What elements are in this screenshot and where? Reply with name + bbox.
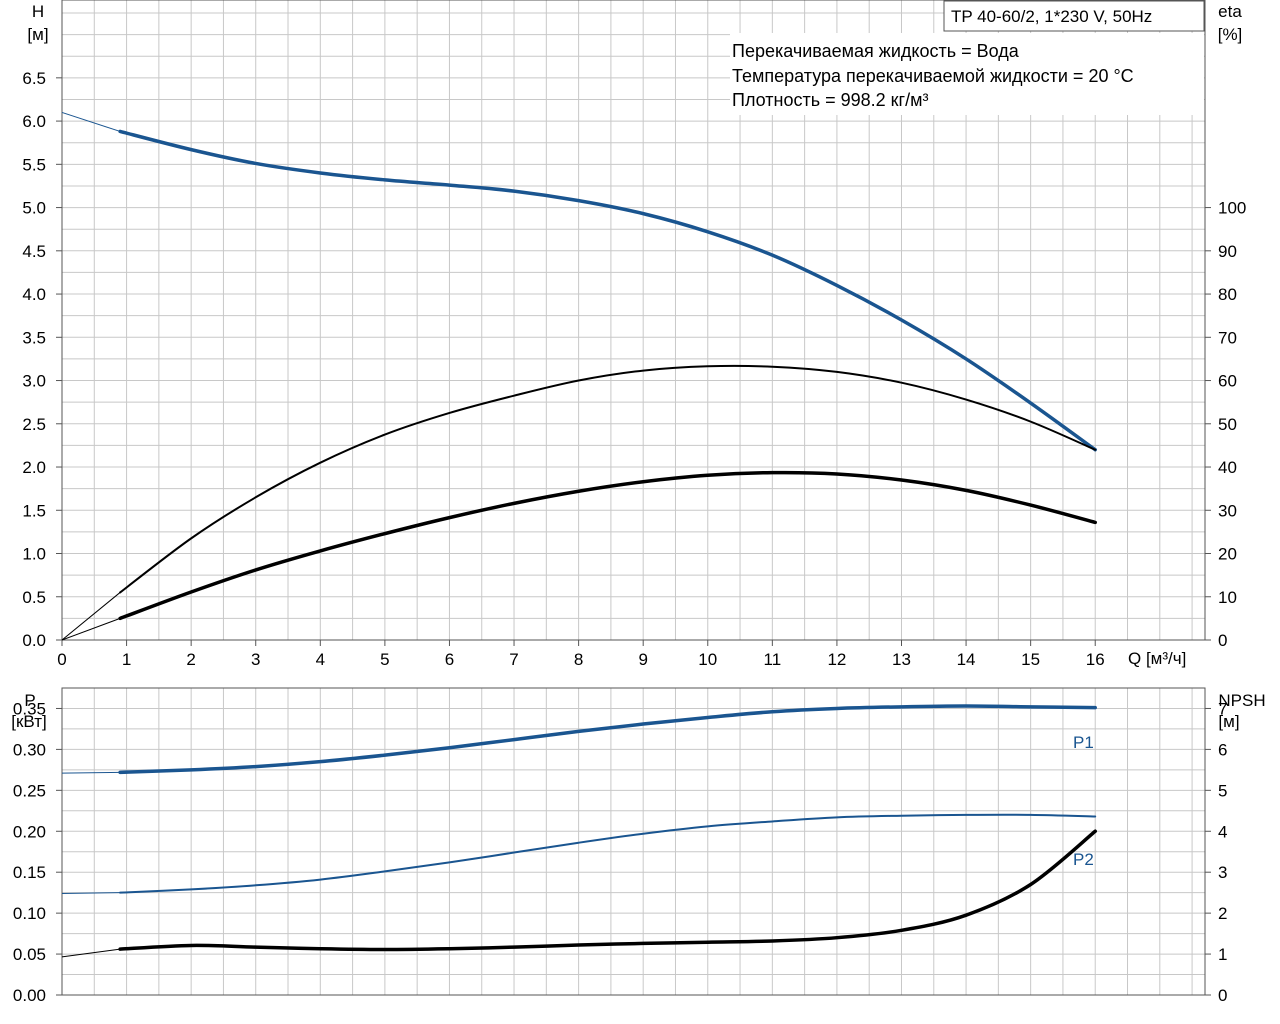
h-curve (118, 129, 1097, 452)
p2-series-label: P2 (1073, 850, 1094, 869)
x-tick-label: 0 (57, 650, 66, 669)
x-tick-label: 8 (574, 650, 583, 669)
npsh-tick-label: 7 (1218, 699, 1227, 718)
h-tick-label: 1.5 (22, 501, 46, 520)
npsh-curve (118, 829, 1097, 952)
eta-tick-label: 30 (1218, 501, 1237, 520)
x-tick-label: 11 (764, 650, 782, 669)
h-tick-label: 4.5 (22, 242, 46, 261)
eta-tick-label: 10 (1218, 588, 1237, 607)
x-tick-label: 7 (509, 650, 518, 669)
npsh-tick-label: 1 (1218, 945, 1227, 964)
h-tick-label: 3.5 (22, 328, 46, 347)
x-tick-label: 13 (892, 650, 911, 669)
bottom-plot-frame (61, 687, 1206, 996)
eta-thick-curve (118, 470, 1097, 621)
eta-axis-label: eta (1218, 2, 1242, 21)
x-tick-label: 9 (638, 650, 647, 669)
npsh-tick-label: 2 (1218, 904, 1227, 923)
eta-thick-curve-extension (61, 617, 121, 641)
info-density: Плотность = 998.2 кг/м³ (732, 90, 928, 110)
x-tick-label: 16 (1086, 650, 1105, 669)
x-tick-label: 1 (122, 650, 131, 669)
h-axis-label: H (32, 2, 44, 21)
p2-curve-extension (61, 892, 121, 894)
eta-tick-label: 100 (1218, 199, 1246, 218)
tick-labels: 0 1 2 3 4 5 6 7 8 9 10 11 12 13 14 15 160.00.51.01.52.02… (13, 69, 1246, 1005)
eta-tick-label: 70 (1218, 328, 1237, 347)
eta-thin-curve (119, 364, 1097, 594)
x-tick-label: 6 (445, 650, 454, 669)
h-tick-label: 2.5 (22, 415, 46, 434)
h-curve-extension (61, 111, 121, 132)
p1-series-label: P1 (1073, 733, 1094, 752)
p-axis-label: P (24, 691, 35, 710)
bottom-chart-grid (62, 688, 1205, 995)
npsh-tick-label: 3 (1218, 863, 1227, 882)
h-axis-unit: [м] (27, 25, 48, 44)
p1-curve-extension (61, 771, 121, 774)
eta-tick-label: 80 (1218, 285, 1237, 304)
p-tick-label: 0.30 (13, 740, 46, 759)
p-axis-unit: [кВт] (11, 712, 46, 731)
eta-thin-curve-extension (61, 592, 121, 641)
p-tick-label: 0.00 (13, 986, 46, 1005)
h-tick-label: 4.0 (22, 285, 46, 304)
npsh-axis-unit: [м] (1218, 712, 1239, 731)
x-tick-label: 14 (957, 650, 976, 669)
x-tick-label: 15 (1021, 650, 1040, 669)
p-tick-label: 0.20 (13, 822, 46, 841)
eta-axis-unit: [%] (1218, 25, 1243, 44)
npsh-tick-label: 6 (1218, 740, 1227, 759)
x-tick-label: 10 (698, 650, 717, 669)
h-tick-label: 3.0 (22, 372, 46, 391)
info-temperature: Температура перекачиваемой жидкости = 20… (732, 66, 1134, 86)
h-tick-label: 0.5 (22, 588, 46, 607)
eta-tick-label: 40 (1218, 458, 1237, 477)
h-tick-label: 2.0 (22, 458, 46, 477)
h-tick-label: 0.0 (22, 631, 46, 650)
npsh-curve-extension (61, 948, 121, 958)
h-tick-label: 1.0 (22, 545, 46, 564)
x-tick-label: 5 (380, 650, 389, 669)
curves (61, 111, 1097, 958)
npsh-tick-label: 0 (1218, 986, 1227, 1005)
q-axis-label: Q [м³/ч] (1128, 649, 1186, 668)
h-tick-label: 6.5 (22, 69, 46, 88)
eta-tick-label: 90 (1218, 242, 1237, 261)
p-tick-label: 0.10 (13, 904, 46, 923)
x-tick-label: 3 (251, 650, 260, 669)
top-chart-grid (62, 0, 1205, 640)
top-plot-frame (61, 0, 1206, 641)
h-tick-label: 6.0 (22, 112, 46, 131)
title-box (943, 0, 1205, 32)
npsh-axis-label: NPSH (1218, 691, 1265, 710)
eta-tick-label: 0 (1218, 631, 1227, 650)
info-panel (730, 33, 1204, 115)
info-fluid: Перекачиваемая жидкость = Вода (732, 41, 1020, 61)
eta-tick-label: 50 (1218, 415, 1237, 434)
p-tick-label: 0.35 (13, 699, 46, 718)
p-tick-label: 0.15 (13, 863, 46, 882)
x-tick-label: 4 (316, 650, 325, 669)
npsh-tick-label: 5 (1218, 781, 1227, 800)
npsh-tick-label: 4 (1218, 822, 1227, 841)
h-tick-label: 5.5 (22, 155, 46, 174)
chart-title: TP 40-60/2, 1*230 V, 50Hz (951, 7, 1152, 26)
p-tick-label: 0.25 (13, 781, 46, 800)
eta-tick-label: 60 (1218, 372, 1237, 391)
x-tick-label: 2 (186, 650, 195, 669)
eta-tick-label: 20 (1218, 545, 1237, 564)
p-tick-label: 0.05 (13, 945, 46, 964)
x-tick-label: 12 (827, 650, 846, 669)
p1-curve (118, 704, 1097, 775)
p2-curve (119, 813, 1097, 894)
h-tick-label: 5.0 (22, 199, 46, 218)
